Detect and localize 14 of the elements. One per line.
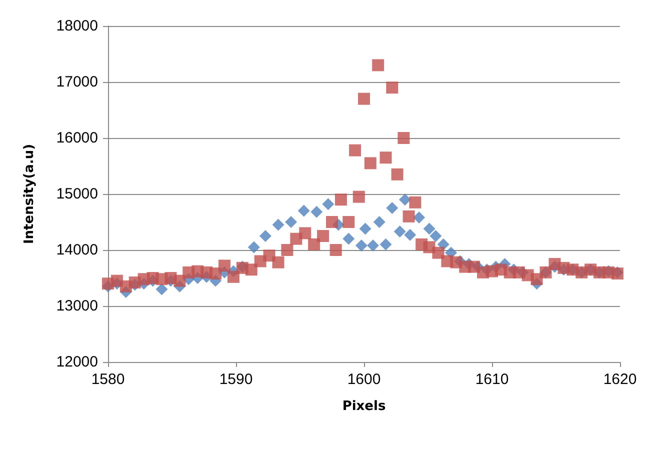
y-tick-label: 12000 — [56, 354, 98, 370]
y-tick-label: 14000 — [56, 242, 98, 258]
x-tick-label: 1620 — [603, 371, 637, 388]
y-tick-label: 15000 — [56, 186, 98, 202]
y-tick-label: 13000 — [56, 298, 98, 314]
x-tick-label: 1590 — [219, 371, 253, 388]
x-tick-label: 1580 — [91, 371, 125, 388]
x-tick-label: 1610 — [475, 371, 509, 388]
y-tick-label: 17000 — [56, 74, 98, 90]
y-tick-label: 16000 — [56, 130, 98, 146]
x-tick-label: 1600 — [347, 371, 381, 388]
x-axis-title: Pixels — [342, 399, 386, 414]
y-tick-label: 18000 — [56, 18, 98, 34]
y-axis-title: Intensity(a.u) — [22, 144, 37, 244]
